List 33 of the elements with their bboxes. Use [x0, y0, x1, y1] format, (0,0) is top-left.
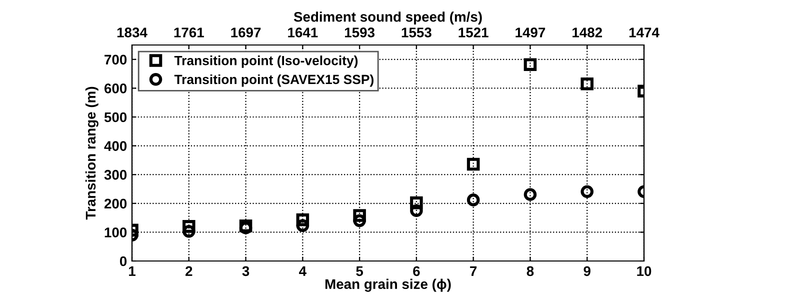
text: 1497 [516, 28, 546, 38]
y-tick-label: 500 [104, 112, 127, 122]
x-tick-label: 10 [637, 266, 652, 276]
y-tick-label: 400 [104, 141, 127, 151]
x-tick-label: 8 [526, 266, 534, 276]
text: 1697 [231, 28, 261, 38]
text: 1482 [572, 28, 602, 38]
legend-label: Transition point (SAVEX15 SSP) [174, 74, 374, 87]
x2-axis-title: Sediment sound speed (m/s) [294, 12, 482, 25]
text: 1553 [402, 28, 432, 38]
text: 1474 [629, 28, 660, 38]
x-tick-label: 9 [584, 266, 590, 276]
x-tick-label: 6 [413, 266, 420, 276]
y-tick-label: 700 [104, 54, 127, 65]
text: 1641 [288, 28, 318, 38]
text: 1761 [174, 28, 204, 38]
legend-label: Transition point (Iso-velocity) [174, 56, 358, 68]
y-tick-label: 100 [104, 228, 127, 238]
x-tick-label: 5 [356, 266, 364, 276]
y-tick-label: 200 [104, 198, 127, 209]
text: 1593 [344, 28, 375, 38]
y-tick-label: 600 [104, 84, 127, 94]
y-tick-label: 300 [104, 170, 127, 180]
y-axis-title: Transition range (m) [85, 86, 98, 220]
x-tick-label: 7 [470, 266, 477, 276]
x-tick-label: 4 [299, 266, 306, 276]
text: 1834 [117, 28, 148, 38]
x-tick-label: 3 [242, 266, 250, 276]
x-tick-label: 1 [129, 266, 136, 276]
x-tick-label: 2 [186, 266, 192, 276]
text: 1521 [458, 28, 488, 38]
y-tick-label: 0 [120, 256, 127, 266]
x-axis-title: Mean grain size (ϕ) [325, 278, 451, 292]
